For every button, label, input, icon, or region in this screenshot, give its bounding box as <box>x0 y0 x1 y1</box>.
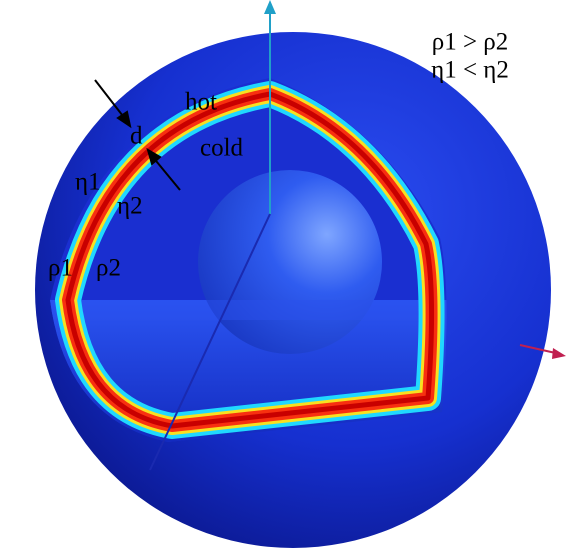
page: ρ1 > ρ2 η1 < η2 hot cold d η1 η2 ρ1 ρ2 (… <box>0 0 572 550</box>
y-arrow <box>552 348 566 359</box>
eta2-label: η2 <box>117 193 143 220</box>
rho1-label: ρ1 <box>48 255 73 282</box>
hot-label: hot <box>185 89 217 116</box>
floor-edge <box>40 300 460 320</box>
core <box>198 170 382 354</box>
viscosity-relation: η1 < η2 <box>431 57 509 84</box>
rho2-label: ρ2 <box>96 255 121 282</box>
z-arrow <box>264 0 276 14</box>
cold-label: cold <box>200 135 244 162</box>
eta1-label: η1 <box>75 169 101 196</box>
density-relation: ρ1 > ρ2 <box>432 29 509 56</box>
thickness-label: d <box>130 123 143 150</box>
diagram: ρ1 > ρ2 η1 < η2 hot cold d η1 η2 ρ1 ρ2 <box>0 0 572 550</box>
